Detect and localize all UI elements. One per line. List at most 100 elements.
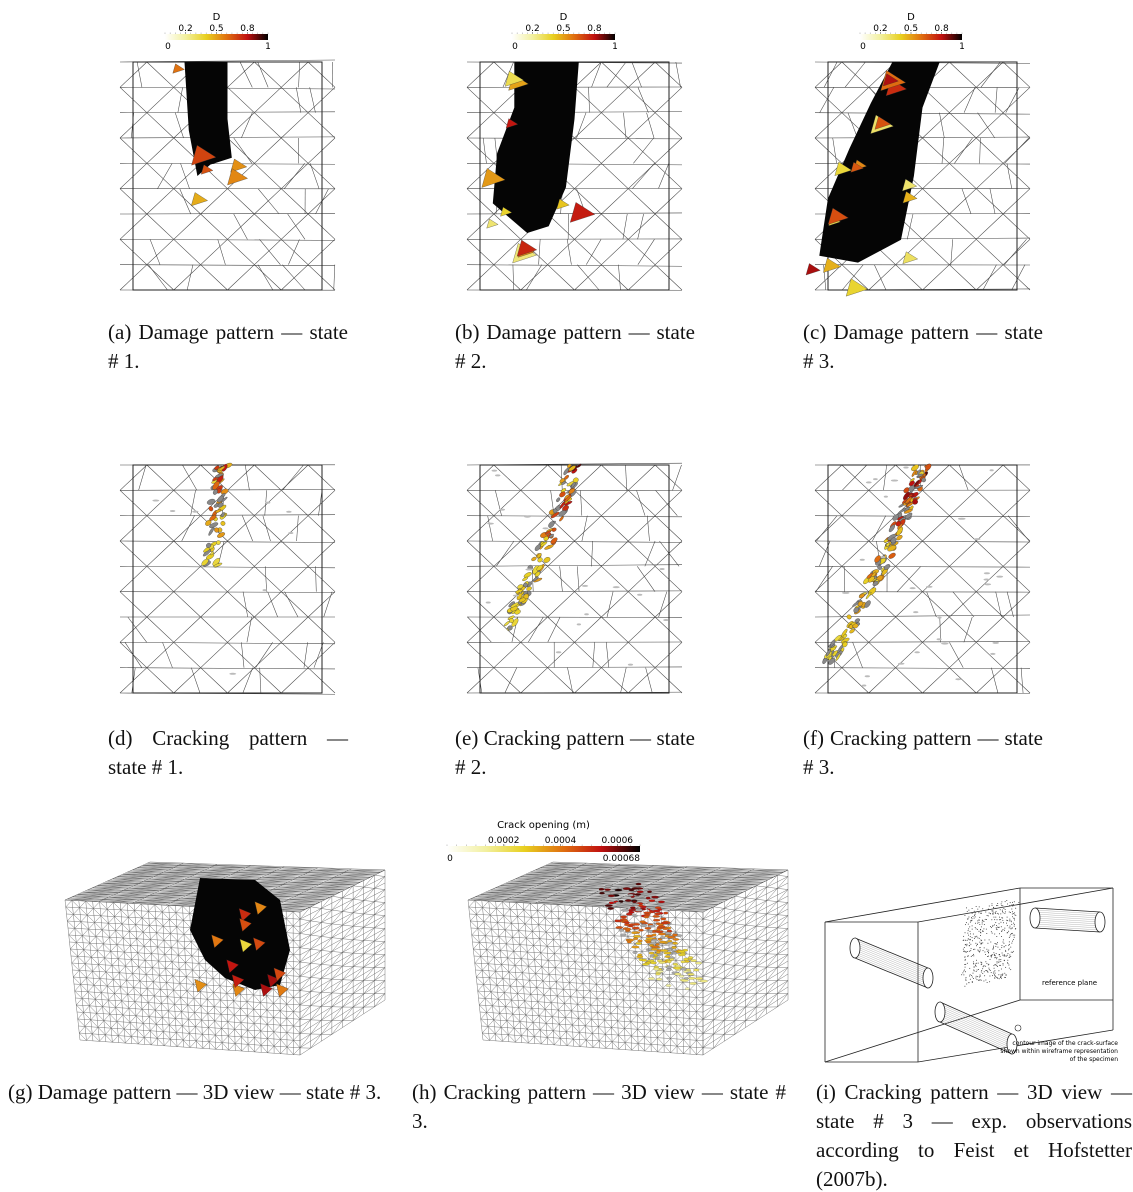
- mesh-edge: [144, 864, 179, 866]
- mesh-edge: [133, 987, 142, 996]
- mesh-edge: [126, 987, 128, 995]
- mesh-edge: [284, 866, 318, 868]
- mesh-edge: [628, 667, 656, 694]
- mesh-edge: [353, 946, 364, 954]
- mesh-edge: [117, 958, 119, 966]
- colorbar-tick-label: 0.2: [525, 24, 539, 34]
- mesh-edge: [114, 877, 149, 880]
- mesh-edge: [136, 1029, 145, 1038]
- mesh-edge: [145, 974, 147, 982]
- mesh-edge: [374, 973, 386, 981]
- mesh-edge: [493, 213, 521, 240]
- crack-element: [507, 625, 513, 631]
- mesh-edge: [331, 937, 343, 939]
- mesh-edge: [658, 163, 670, 189]
- mesh-edge: [574, 112, 602, 139]
- mesh-edge: [176, 926, 185, 935]
- colorbar-max-label: 1: [959, 42, 965, 52]
- mesh-edge: [1007, 515, 1030, 542]
- mesh-edge: [106, 909, 108, 917]
- mesh-edge: [281, 137, 309, 164]
- mesh-edge: [655, 490, 678, 516]
- mesh-edge: [133, 980, 141, 988]
- crack-element: [888, 552, 896, 559]
- mesh-edge: [107, 979, 114, 987]
- mesh-edge: [90, 1013, 97, 1020]
- mesh-edge: [374, 980, 386, 994]
- mesh-edge: [254, 1030, 261, 1038]
- mesh-edge: [221, 1028, 229, 1037]
- mesh-edge: [146, 61, 174, 88]
- mesh-edge: [353, 885, 364, 888]
- mesh-edge: [374, 960, 386, 968]
- damaged-element: [172, 63, 185, 74]
- mesh-edge: [189, 1040, 197, 1048]
- mesh-edge: [872, 515, 887, 542]
- mesh-edge: [119, 213, 336, 215]
- mesh-edge: [200, 1005, 209, 1014]
- mesh-edge: [111, 965, 120, 973]
- colorbar: [447, 846, 640, 852]
- mesh-edge: [353, 973, 364, 981]
- mesh-edge: [67, 914, 74, 922]
- crack-element: [916, 469, 921, 475]
- mesh-edge: [200, 213, 228, 240]
- mesh-edge: [214, 1006, 222, 1015]
- mesh-edge: [177, 934, 185, 942]
- mesh-edge: [281, 901, 285, 904]
- mesh-edge: [177, 940, 185, 949]
- mesh-edge: [601, 490, 629, 516]
- mesh-edge: [120, 993, 122, 1001]
- mesh-edge: [363, 960, 375, 968]
- mesh-edge: [97, 1027, 99, 1035]
- mesh-edge: [310, 1027, 322, 1035]
- mesh-edge: [1011, 264, 1026, 291]
- mesh-edge: [995, 591, 1002, 618]
- mesh-edge: [949, 515, 977, 542]
- mesh-edge: [949, 490, 977, 516]
- colorbar-title: D: [213, 12, 221, 23]
- mesh-edge: [117, 1028, 119, 1036]
- mesh-edge: [73, 976, 81, 985]
- mesh-edge: [123, 890, 155, 894]
- mesh-edge: [628, 464, 656, 491]
- mesh-edge: [146, 981, 148, 989]
- mesh-edge: [949, 61, 977, 88]
- crack-element: [903, 491, 910, 500]
- mesh-edge: [119, 566, 336, 569]
- mesh-edge: [269, 873, 303, 876]
- mesh-edge: [374, 927, 386, 929]
- mesh-edge: [113, 979, 121, 987]
- crack-element: [543, 557, 551, 563]
- mesh-edge: [233, 873, 267, 876]
- mesh-edge: [220, 999, 228, 1008]
- mesh-edge: [949, 137, 977, 164]
- damaged-element: [845, 278, 868, 297]
- mesh-edge: [111, 895, 145, 898]
- mesh-edge: [240, 994, 248, 1002]
- mesh-edge: [115, 1000, 122, 1008]
- crack-element: [835, 653, 841, 662]
- mesh-edge: [353, 952, 364, 954]
- mesh-edge: [207, 868, 241, 871]
- mesh-edge: [140, 995, 142, 1003]
- mesh-edge: [321, 985, 332, 993]
- crack-element: [551, 527, 557, 532]
- mesh-edge: [520, 616, 548, 643]
- mesh-edge: [288, 899, 323, 902]
- mesh-edge: [601, 112, 629, 139]
- mesh-edge: [331, 923, 343, 926]
- crack-element: [898, 507, 907, 514]
- mesh-edge: [146, 490, 174, 516]
- mesh-edge: [186, 976, 194, 985]
- mesh-edge: [321, 1020, 333, 1035]
- mesh-edge: [288, 897, 292, 900]
- mesh-edge: [88, 998, 90, 1006]
- mesh-edge: [280, 1010, 287, 1019]
- mesh-edge: [976, 137, 1004, 164]
- mesh-edge: [179, 962, 186, 970]
- mesh-edge: [144, 897, 176, 901]
- mesh-edge: [333, 877, 366, 881]
- crack-element: [903, 466, 909, 469]
- mesh-edge: [286, 1040, 294, 1048]
